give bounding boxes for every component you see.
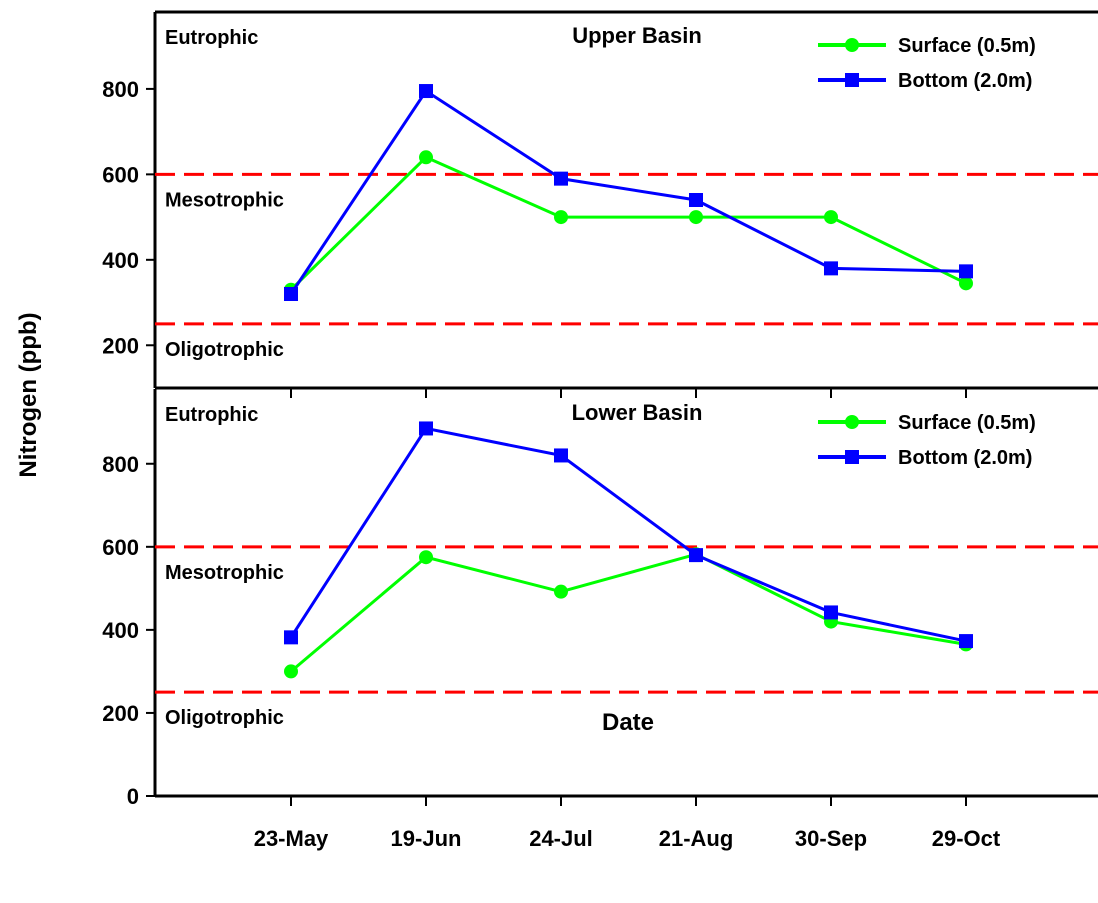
- data-point: [959, 264, 973, 279]
- y-axis-label: Nitrogen (ppb): [15, 312, 42, 477]
- y-tick-label: 200: [102, 333, 139, 358]
- legend-label: Surface (0.5m): [898, 412, 1036, 434]
- x-category-label: 19-Jun: [391, 826, 462, 851]
- x-category-label: 24-Jul: [529, 826, 593, 851]
- data-point: [419, 84, 433, 99]
- y-tick-label: 400: [102, 248, 139, 273]
- zone-label-mesotrophic: Mesotrophic: [165, 189, 284, 211]
- zone-label-eutrophic: Eutrophic: [165, 404, 258, 426]
- series-line: [289, 155, 967, 291]
- legend-marker: [845, 450, 859, 464]
- legend-label: Bottom (2.0m): [898, 70, 1032, 92]
- x-category-label: 29-Oct: [932, 826, 1001, 851]
- data-point: [824, 261, 838, 276]
- y-tick-label: 800: [102, 452, 139, 477]
- data-point: [554, 448, 568, 463]
- data-point: [554, 171, 568, 186]
- data-point: [419, 550, 433, 565]
- panel-upper: 200 400 600 800 Eutrophic Mesotrophic Oligotro…: [102, 10, 1098, 398]
- data-point: [419, 421, 433, 436]
- y-tick-label: 600: [102, 535, 139, 560]
- x-category-label: 23-May: [254, 826, 329, 851]
- data-point: [554, 584, 568, 599]
- x-category-label: 30-Sep: [795, 826, 867, 851]
- data-point: [419, 150, 433, 165]
- data-point: [284, 287, 298, 301]
- y-tick-label: 400: [102, 618, 139, 643]
- zone-label-oligotrophic: Oligotrophic: [165, 339, 284, 361]
- data-point: [689, 193, 703, 207]
- legend-label: Surface (0.5m): [898, 35, 1036, 57]
- zone-label-oligotrophic: Oligotrophic: [165, 707, 284, 729]
- data-point: [824, 605, 838, 620]
- data-point: [689, 548, 703, 563]
- y-tick-label: 200: [102, 701, 139, 726]
- data-point: [959, 276, 973, 291]
- legend-marker: [845, 73, 859, 87]
- x-axis-label: Date: [602, 709, 654, 736]
- series-line: [289, 88, 967, 295]
- data-point: [284, 630, 298, 645]
- series-line: [290, 552, 967, 673]
- data-point: [824, 210, 838, 225]
- data-point: [689, 210, 703, 225]
- panel-lower: 0 200 400 600 800 23-May 19-Jun 24-Jul 21-Aug 30-…: [102, 389, 1098, 851]
- legend-marker: [845, 415, 859, 429]
- zone-label-eutrophic: Eutrophic: [165, 27, 258, 49]
- legend-marker: [845, 38, 859, 52]
- data-point: [959, 634, 973, 649]
- y-tick-label: 0: [127, 784, 139, 809]
- y-tick-label: 600: [102, 162, 139, 187]
- panel-title: Lower Basin: [572, 400, 703, 425]
- x-category-label: 21-Aug: [659, 826, 734, 851]
- data-point: [284, 664, 298, 679]
- series-line: [289, 426, 967, 643]
- legend-label: Bottom (2.0m): [898, 447, 1032, 469]
- data-point: [554, 210, 568, 225]
- y-tick-label: 800: [102, 77, 139, 102]
- zone-label-mesotrophic: Mesotrophic: [165, 562, 284, 584]
- panel-title: Upper Basin: [572, 23, 702, 48]
